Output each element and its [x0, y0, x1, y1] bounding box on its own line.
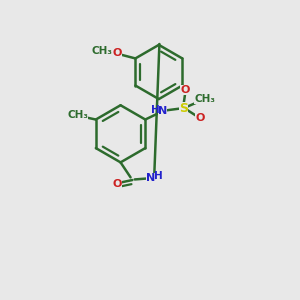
Text: O: O: [112, 178, 122, 189]
Text: O: O: [180, 85, 190, 95]
Text: CH₃: CH₃: [91, 46, 112, 56]
Text: CH₃: CH₃: [194, 94, 215, 104]
Text: N: N: [146, 173, 155, 183]
Text: N: N: [158, 106, 167, 116]
Text: H: H: [154, 172, 163, 182]
Text: H: H: [151, 105, 159, 115]
Text: O: O: [195, 113, 204, 123]
Text: CH₃: CH₃: [67, 110, 88, 120]
Text: S: S: [179, 102, 188, 115]
Text: O: O: [112, 48, 122, 58]
